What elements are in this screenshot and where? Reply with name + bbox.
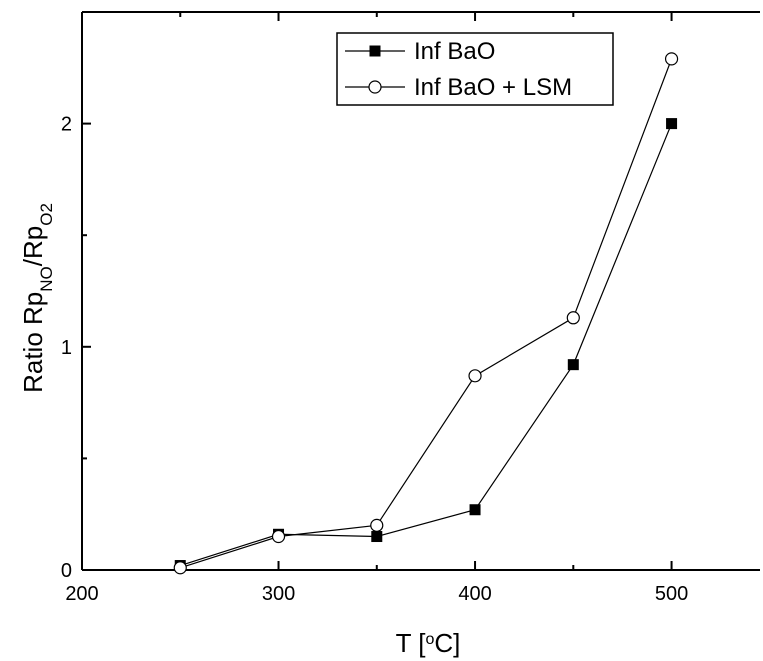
series-line [180,123,673,567]
series-line [180,58,673,569]
y-tick-label: 2 [61,114,72,136]
data-point [469,504,481,516]
legend: Inf BaO Inf BaO + LSM [336,32,614,106]
legend-marker [369,45,381,57]
data-point [664,52,679,66]
data-point [370,518,384,532]
y-tick-label: 1 [61,337,72,359]
legend-marker [368,80,382,94]
data-point [567,359,579,371]
y-tick-label: 0 [61,560,72,582]
data-point [566,311,580,325]
data-point [468,369,482,383]
data-point [371,531,383,543]
plot-frame [81,11,760,571]
x-tick-label: 200 [65,583,98,605]
series-layer [173,52,679,575]
series-1 [174,118,678,572]
data-point [666,118,678,130]
legend-label: Inf BaO + LSM [414,74,572,101]
axis-ticks: 200 300 400 500 0 1 2 [61,12,688,605]
x-tick-label: 400 [458,583,491,605]
legend-box [336,32,614,106]
y-axis-title: Ratio RpNO/RpO2 [18,203,56,393]
x-axis-title: T [oC] [396,628,461,658]
legend-item: Inf BaO + LSM [345,74,572,101]
data-point [271,529,286,544]
data-point [173,561,187,575]
x-tick-label: 500 [655,583,688,605]
series-2 [173,52,679,575]
legend-label: Inf BaO [414,38,495,65]
x-tick-label: 300 [262,583,295,605]
legend-item: Inf BaO [345,38,495,65]
